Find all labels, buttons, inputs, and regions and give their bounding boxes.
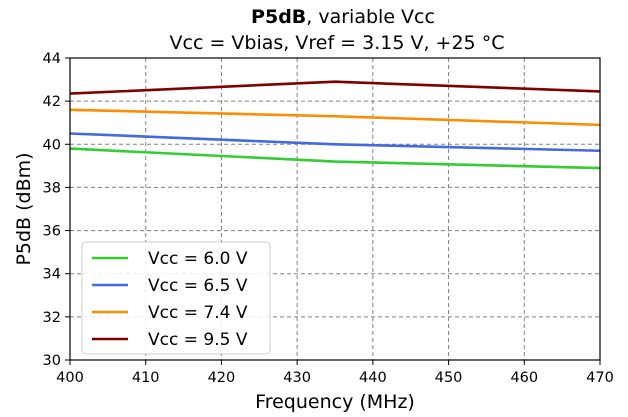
x-tick-label: 410 — [132, 370, 160, 386]
legend-label-2: Vcc = 7.4 V — [148, 303, 248, 323]
plot-frame — [69, 57, 601, 361]
series-line-2 — [69, 108, 601, 127]
ticks: 400 410 420 430 440 450 460 470 30 32 34 36 38 40 42 44 — [43, 51, 614, 386]
chart-title-rest: , variable Vcc — [306, 6, 435, 28]
y-tick-label: 32 — [43, 310, 61, 326]
series-line-0 — [69, 147, 601, 170]
series-line-1 — [69, 132, 601, 153]
x-tick-label: 440 — [359, 370, 387, 386]
legend-box — [81, 241, 271, 355]
x-tick-label: 430 — [283, 370, 311, 386]
legend-label-0: Vcc = 6.0 V — [148, 249, 248, 269]
chart-subtitle: Vcc = Vbias, Vref = 3.15 V, +25 °C — [170, 32, 505, 54]
y-axis-label: P5dB (dBm) — [13, 152, 35, 265]
x-tick-label: 470 — [586, 370, 614, 386]
y-tick-label: 40 — [43, 137, 61, 153]
x-axis-label: Frequency (MHz) — [255, 391, 415, 413]
series-line-3 — [69, 80, 601, 95]
chart-title: P5dB, variable Vcc — [251, 6, 435, 28]
y-tick-label: 44 — [43, 51, 61, 67]
chart-title-bold: P5dB — [251, 6, 306, 28]
y-tick-label: 30 — [43, 353, 61, 369]
legend: Vcc = 6.0 V Vcc = 6.5 V Vcc = 7.4 V Vcc = 9… — [81, 241, 271, 355]
y-tick-label: 38 — [43, 180, 61, 196]
y-tick-label: 42 — [43, 94, 61, 110]
legend-label-3: Vcc = 9.5 V — [148, 330, 248, 350]
y-tick-label: 34 — [43, 267, 61, 283]
x-tick-label: 400 — [56, 370, 84, 386]
x-tick-label: 450 — [435, 370, 463, 386]
legend-label-1: Vcc = 6.5 V — [148, 276, 248, 296]
y-tick-label: 36 — [43, 224, 61, 240]
series-lines — [69, 80, 601, 170]
x-tick-label: 460 — [510, 370, 538, 386]
x-tick-label: 420 — [208, 370, 236, 386]
